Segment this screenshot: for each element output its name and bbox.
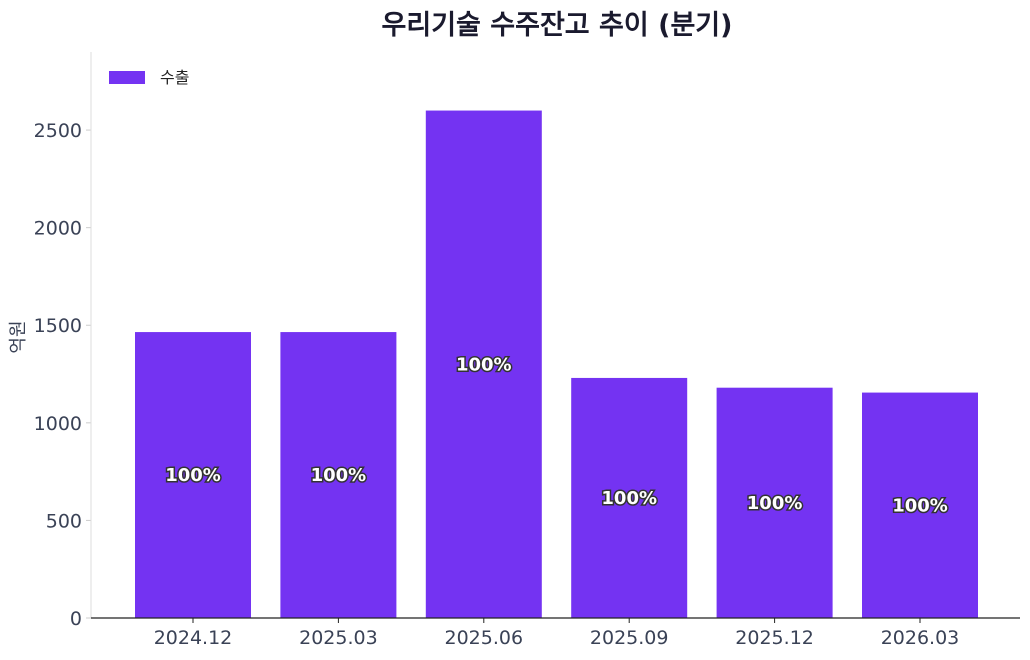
data-label-2025-09: 100% bbox=[601, 488, 657, 509]
data-label-2025-06: 100% bbox=[456, 354, 512, 375]
legend-swatch-export bbox=[109, 71, 145, 84]
y-tick-label-2000: 2000 bbox=[34, 218, 82, 240]
x-tick-label-2025-09: 2025.09 bbox=[590, 627, 669, 649]
x-tick-label-2024-12: 2024.12 bbox=[154, 627, 233, 649]
data-label-2025-03: 100% bbox=[311, 465, 367, 486]
legend: 수출 bbox=[109, 68, 189, 87]
legend-label-export: 수출 bbox=[160, 68, 189, 87]
y-tick-label-2500: 2500 bbox=[34, 120, 82, 142]
bar-2025-12 bbox=[716, 387, 833, 618]
data-label-2026-03: 100% bbox=[892, 495, 948, 516]
data-label-2024-12: 100% bbox=[165, 465, 221, 486]
data-label-2025-12: 100% bbox=[747, 493, 803, 514]
bar-2025-06 bbox=[425, 110, 542, 618]
data-labels-group: 100% 100% 100% 100% 100% 100% bbox=[164, 353, 950, 518]
x-tick-label-2025-03: 2025.03 bbox=[299, 627, 378, 649]
y-axis-title: 억원 bbox=[8, 320, 29, 353]
chart-title: 우리기술 수주잔고 추이 (분기) bbox=[382, 10, 733, 41]
y-tick-label-1500: 1500 bbox=[34, 315, 82, 337]
x-tick-label-2025-12: 2025.12 bbox=[735, 627, 814, 649]
bars-group bbox=[135, 110, 978, 618]
bar-2024-12 bbox=[135, 332, 251, 618]
bar-2026-03 bbox=[862, 392, 978, 618]
bar-2025-03 bbox=[280, 332, 397, 618]
y-tick-label-500: 500 bbox=[46, 510, 82, 532]
y-tick-label-0: 0 bbox=[70, 608, 82, 630]
x-tick-label-2026-03: 2026.03 bbox=[881, 627, 960, 649]
axes-group: 2024.12 2025.03 2025.06 2025.09 2025.12 2026.… bbox=[34, 52, 1020, 649]
y-tick-label-1000: 1000 bbox=[34, 413, 82, 435]
bar-2025-09 bbox=[571, 377, 688, 618]
x-tick-label-2025-06: 2025.06 bbox=[445, 627, 524, 649]
